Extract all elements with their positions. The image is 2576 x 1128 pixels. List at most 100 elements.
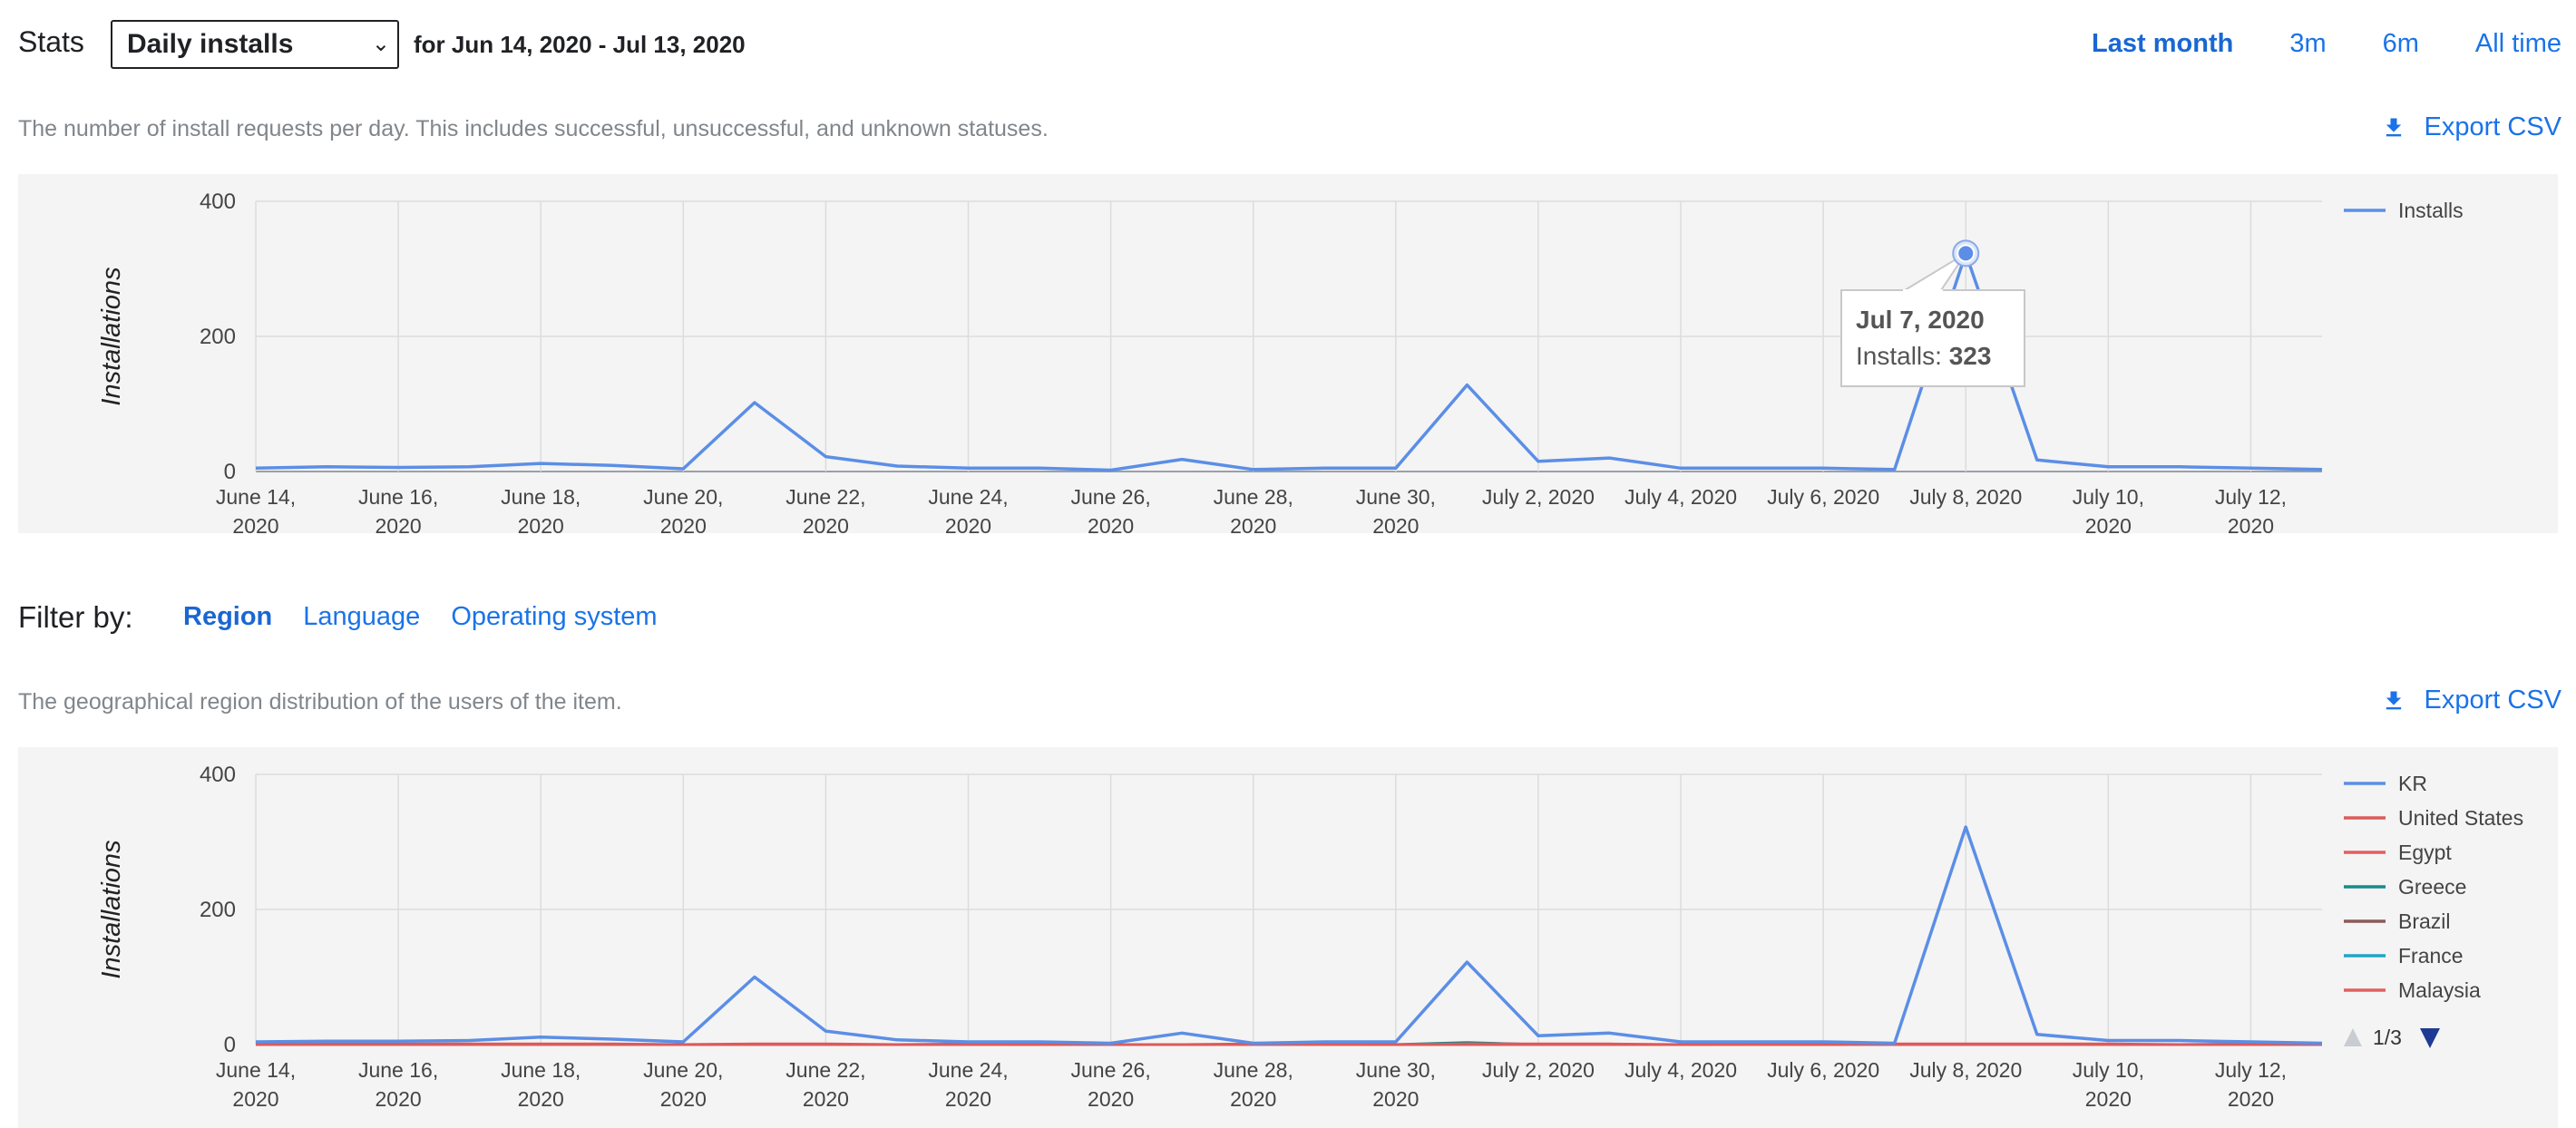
x-tick-label: 2020 bbox=[1230, 514, 1276, 533]
legend-label: Malaysia bbox=[2398, 978, 2481, 1002]
x-tick-label: June 16, bbox=[358, 1058, 438, 1082]
legend-item[interactable]: Egypt bbox=[2344, 841, 2452, 864]
x-tick-label: July 10, bbox=[2073, 1058, 2144, 1082]
filter-tab-operating-system[interactable]: Operating system bbox=[451, 602, 658, 631]
metric-select-value: Daily installs bbox=[127, 29, 294, 59]
range-3m[interactable]: 3m bbox=[2289, 29, 2327, 58]
x-tick-label: July 6, 2020 bbox=[1767, 485, 1879, 509]
x-tick-label: June 28, bbox=[1214, 485, 1293, 509]
tooltip-date: Jul 7, 2020 bbox=[1856, 306, 1985, 334]
installs-chart: 0 200 400 June 14, 2020 June 16, 2020 June 18, 2… bbox=[18, 174, 2558, 533]
filter-tab-region[interactable]: Region bbox=[183, 602, 273, 631]
filter-tabs: Region Language Operating system bbox=[183, 602, 688, 632]
download-icon bbox=[2386, 691, 2401, 709]
legend-label: KR bbox=[2398, 772, 2427, 795]
y-tick-label: 0 bbox=[224, 1033, 236, 1057]
legend-item[interactable]: United States bbox=[2344, 806, 2523, 830]
hover-point[interactable] bbox=[1956, 244, 1976, 263]
range-6m[interactable]: 6m bbox=[2382, 29, 2419, 58]
x-tick-label: 2020 bbox=[660, 1087, 707, 1111]
y-axis-title: Installations bbox=[97, 267, 126, 405]
x-tick-label: July 10, bbox=[2073, 485, 2144, 509]
x-tick-label: 2020 bbox=[2228, 514, 2274, 533]
x-tick-label: 2020 bbox=[518, 514, 564, 533]
metric-select[interactable]: Daily installs ⌄ bbox=[111, 20, 399, 69]
x-tick-label: July 12, bbox=[2215, 1058, 2287, 1082]
region-description: The geographical region distribution of … bbox=[18, 689, 622, 715]
region-export-csv-label: Export CSV bbox=[2424, 686, 2562, 715]
x-tick-label: 2020 bbox=[660, 514, 707, 533]
x-tick-label: 2020 bbox=[232, 514, 278, 533]
export-csv-label: Export CSV bbox=[2424, 112, 2562, 141]
chart-tooltip: Jul 7, 2020 Installs: 323 bbox=[1840, 252, 2025, 387]
tooltip-value-number: 323 bbox=[1949, 342, 1992, 370]
x-tick-label: 2020 bbox=[376, 1087, 422, 1111]
date-range-text: for Jun 14, 2020 - Jul 13, 2020 bbox=[414, 31, 746, 58]
tooltip-box bbox=[1840, 289, 2025, 387]
x-tick-label: June 22, bbox=[785, 485, 865, 509]
x-tick-label: June 24, bbox=[928, 485, 1008, 509]
x-tick-label: June 16, bbox=[358, 485, 438, 509]
x-tick-label: June 14, bbox=[216, 1058, 296, 1082]
x-tick-label: July 6, 2020 bbox=[1767, 1058, 1879, 1082]
region-export-csv-button[interactable]: Export CSV bbox=[2381, 686, 2562, 715]
x-tick-label: June 28, bbox=[1214, 1058, 1293, 1082]
legend-label: Egypt bbox=[2398, 841, 2452, 864]
legend-item[interactable]: Greece bbox=[2344, 875, 2466, 899]
x-tick-label: 2020 bbox=[803, 514, 849, 533]
filter-tab-language[interactable]: Language bbox=[303, 602, 421, 631]
y-axis-title: Installations bbox=[97, 840, 126, 978]
x-tick-label: June 24, bbox=[928, 1058, 1008, 1082]
series-line-installs bbox=[255, 251, 2323, 472]
x-tick-label: 2020 bbox=[1088, 514, 1134, 533]
x-tick-label: 2020 bbox=[518, 1087, 564, 1111]
y-tick-label: 200 bbox=[200, 898, 236, 922]
x-tick-label: June 20, bbox=[643, 1058, 723, 1082]
export-csv-button[interactable]: Export CSV bbox=[2381, 112, 2562, 142]
legend-label: Installs bbox=[2398, 199, 2464, 222]
x-tick-label: June 14, bbox=[216, 485, 296, 509]
next-page-icon[interactable] bbox=[2420, 1028, 2440, 1048]
prev-page-icon[interactable] bbox=[2344, 1028, 2362, 1046]
chevron-down-icon: ⌄ bbox=[371, 32, 390, 56]
x-tick-label: 2020 bbox=[1088, 1087, 1134, 1111]
x-tick-label: 2020 bbox=[232, 1087, 278, 1111]
x-tick-label: 2020 bbox=[2085, 1087, 2132, 1111]
y-tick-label: 0 bbox=[224, 460, 236, 484]
x-tick-label: 2020 bbox=[945, 514, 991, 533]
legend-item[interactable]: Brazil bbox=[2344, 909, 2451, 933]
range-last-month[interactable]: Last month bbox=[2092, 29, 2234, 58]
x-tick-label: July 2, 2020 bbox=[1482, 485, 1595, 509]
x-tick-label: June 30, bbox=[1356, 485, 1436, 509]
x-tick-label: July 8, 2020 bbox=[1909, 485, 2022, 509]
x-tick-label: 2020 bbox=[945, 1087, 991, 1111]
x-tick-label: June 18, bbox=[501, 485, 581, 509]
series-line-kr bbox=[255, 825, 2323, 1045]
x-tick-label: July 4, 2020 bbox=[1625, 1058, 1737, 1082]
y-tick-label: 400 bbox=[200, 190, 236, 214]
range-all-time[interactable]: All time bbox=[2474, 29, 2561, 58]
tooltip-value: Installs: 323 bbox=[1856, 342, 1991, 370]
legend-label: Greece bbox=[2398, 875, 2466, 899]
legend-item[interactable]: Installs bbox=[2344, 199, 2464, 222]
range-selector: Last month 3m 6m All time bbox=[2035, 29, 2561, 59]
legend-item[interactable]: France bbox=[2344, 944, 2464, 968]
x-tick-label: 2020 bbox=[1372, 1087, 1419, 1111]
installs-description: The number of install requests per day. … bbox=[18, 116, 1049, 141]
region-chart: 0 200 400 June 14, 2020 June 16, 2020 June 18, 2… bbox=[18, 747, 2558, 1128]
x-tick-label: July 8, 2020 bbox=[1909, 1058, 2022, 1082]
legend-item[interactable]: Malaysia bbox=[2344, 978, 2481, 1002]
legend-label: France bbox=[2398, 944, 2464, 968]
x-tick-label: 2020 bbox=[2085, 514, 2132, 533]
legend-pagination: 1/3 bbox=[2344, 1026, 2440, 1049]
stats-label: Stats bbox=[18, 25, 84, 58]
x-tick-label: June 30, bbox=[1356, 1058, 1436, 1082]
x-tick-label: July 2, 2020 bbox=[1482, 1058, 1595, 1082]
legend-item[interactable]: KR bbox=[2344, 772, 2427, 795]
filter-label: Filter by: bbox=[18, 600, 133, 634]
download-icon bbox=[2386, 118, 2401, 136]
x-tick-label: 2020 bbox=[376, 514, 422, 533]
x-tick-label: 2020 bbox=[803, 1087, 849, 1111]
legend-label: United States bbox=[2398, 806, 2523, 830]
x-tick-label: 2020 bbox=[1230, 1087, 1276, 1111]
